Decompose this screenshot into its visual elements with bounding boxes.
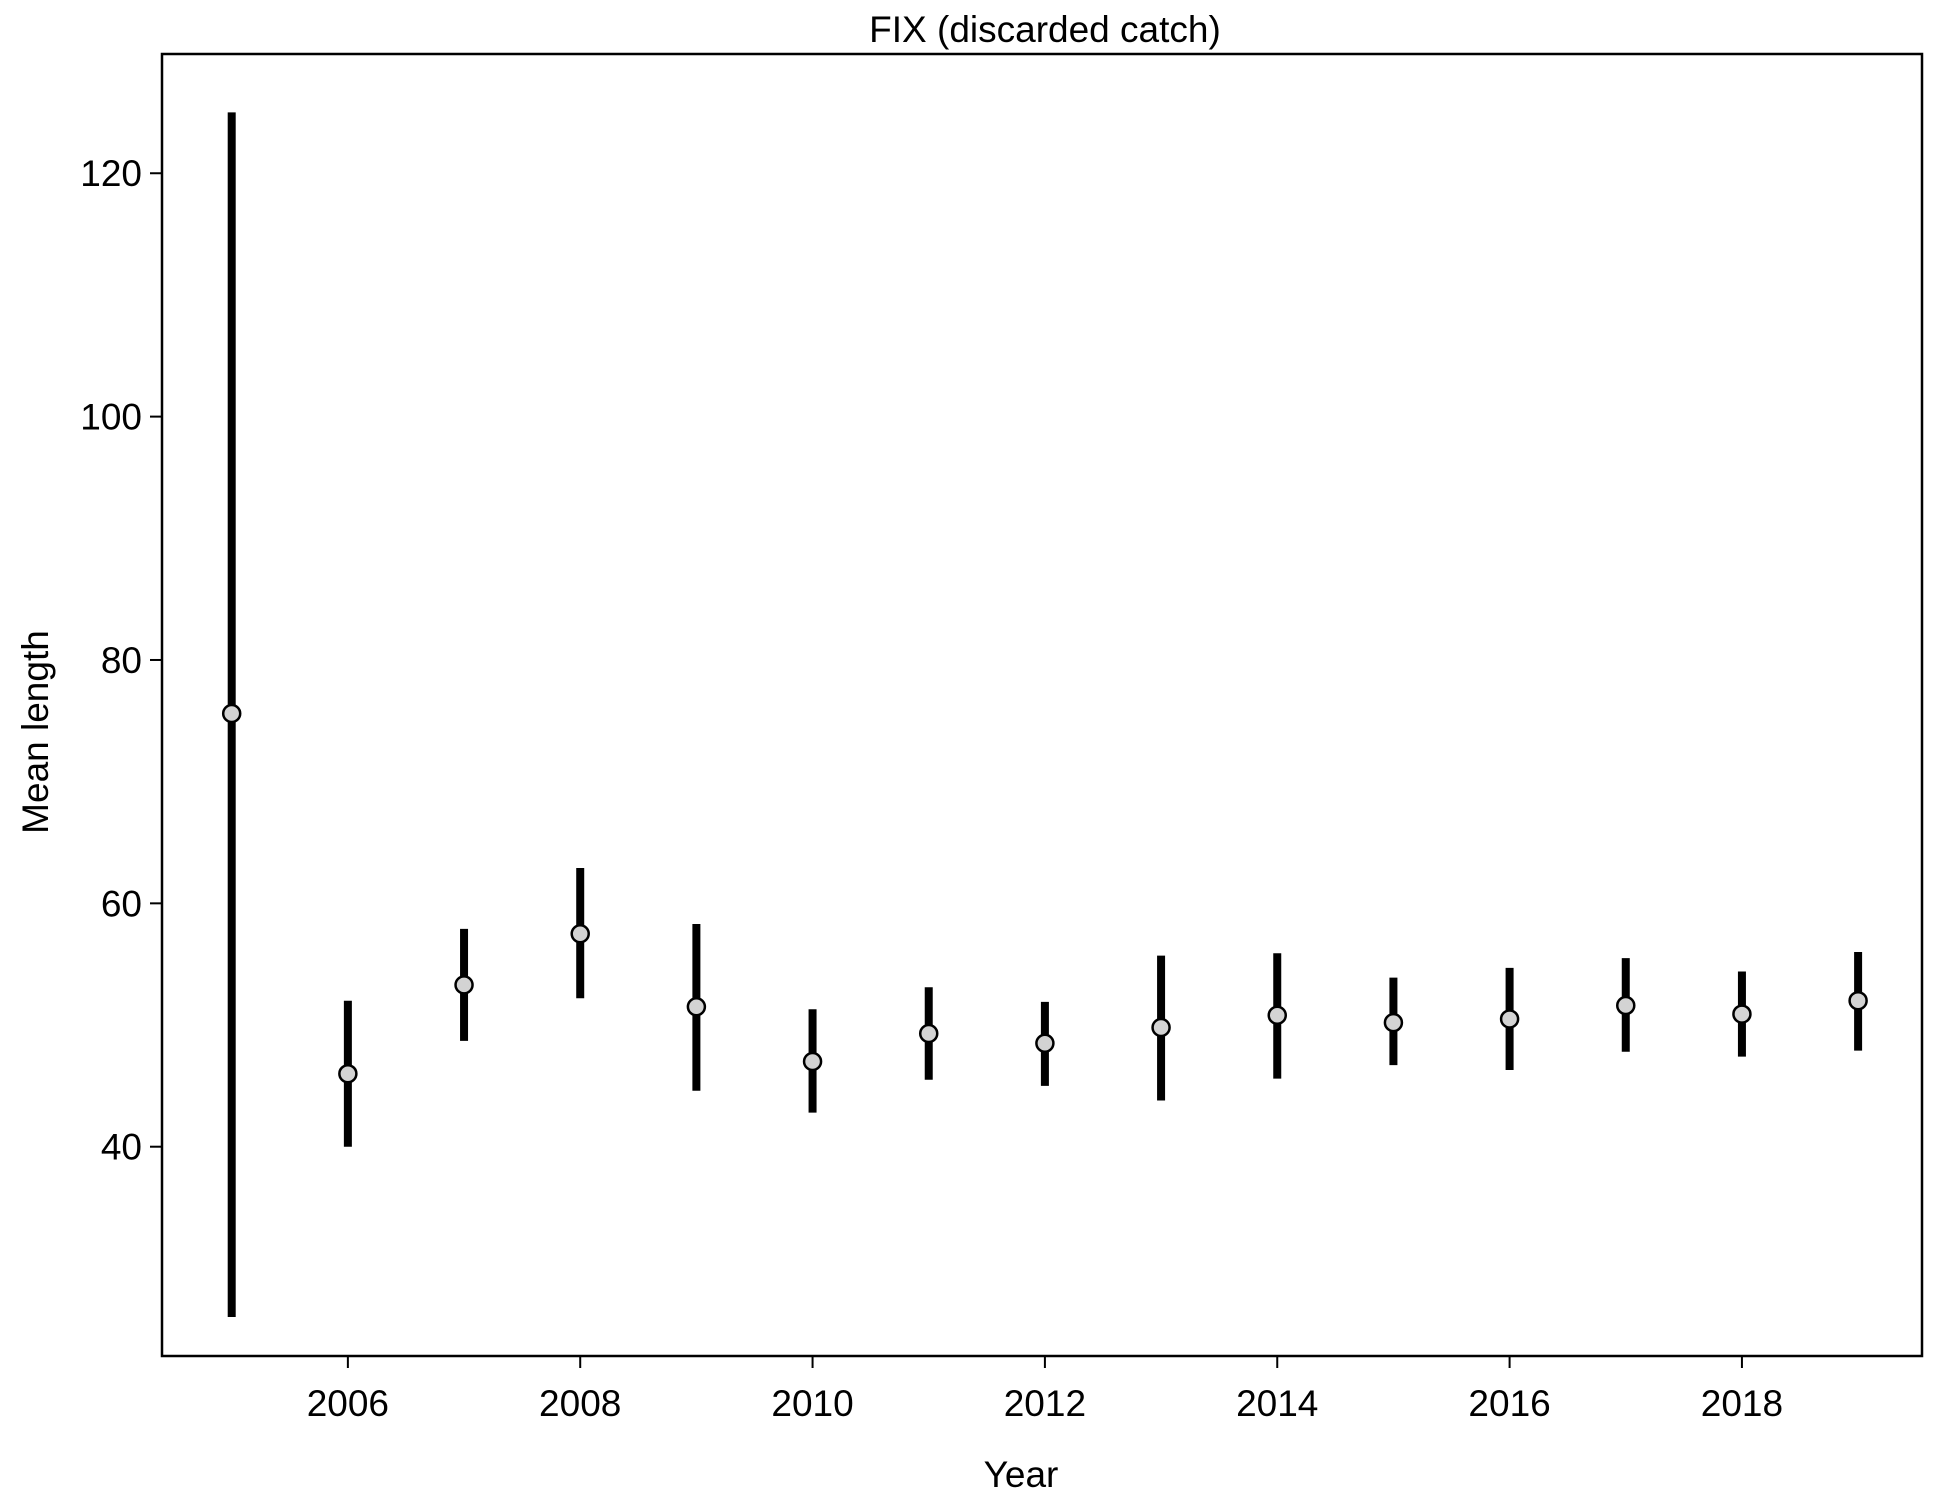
x-tick-label: 2018 [1701, 1383, 1783, 1424]
x-tick-label: 2014 [1236, 1383, 1318, 1424]
x-tick-label: 2012 [1004, 1383, 1086, 1424]
mean-point [1035, 1033, 1055, 1054]
mean-point [570, 924, 590, 944]
x-tick-label: 2008 [539, 1383, 621, 1424]
mean-point [1499, 1009, 1520, 1029]
mean-point [454, 975, 474, 995]
y-axis-label: Mean length [15, 630, 56, 834]
x-axis-label: Year [984, 1454, 1059, 1495]
mean-point [1267, 1005, 1287, 1026]
plot-frame [160, 52, 1924, 1358]
mean-points [221, 703, 1868, 1084]
mean-point [802, 1051, 823, 1072]
error-bars [227, 112, 1863, 1318]
chart-title: FIX (discarded catch) [869, 9, 1221, 50]
y-tick-label: 100 [80, 397, 142, 438]
x-tick-label: 2010 [771, 1383, 853, 1424]
mean-point [918, 1023, 939, 1044]
y-tick-label: 60 [101, 883, 142, 924]
mean-point [1616, 995, 1636, 1016]
mean-point [1151, 1017, 1171, 1038]
mean-point [338, 1063, 358, 1084]
y-tick-label: 80 [101, 640, 142, 681]
x-axis: 2006 2008 2010 2012 2014 2016 2018 [307, 1356, 1783, 1424]
mean-point [1383, 1012, 1404, 1033]
x-tick-label: 2006 [307, 1383, 389, 1424]
y-tick-label: 40 [101, 1127, 142, 1168]
x-tick-label: 2016 [1468, 1383, 1550, 1424]
mean-point [1848, 990, 1868, 1011]
mean-point [1732, 1004, 1752, 1024]
y-tick-label: 120 [80, 153, 142, 194]
mean-point [221, 703, 242, 724]
mean-point [686, 997, 707, 1017]
y-axis: 40 60 80 100 120 [80, 153, 162, 1168]
